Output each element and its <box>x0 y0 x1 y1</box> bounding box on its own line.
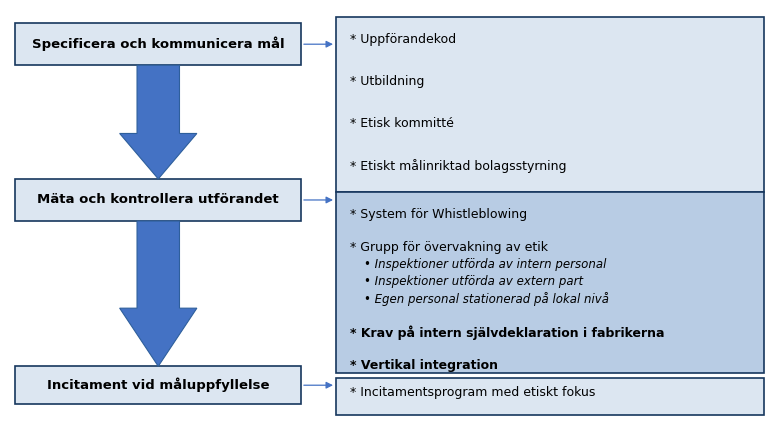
Text: Mäta och kontrollera utförandet: Mäta och kontrollera utförandet <box>38 194 279 206</box>
Text: • Inspektioner utförda av intern personal: • Inspektioner utförda av intern persona… <box>364 258 606 271</box>
Text: * Uppförandekod: * Uppförandekod <box>350 33 455 46</box>
Text: * Incitamentsprogram med etiskt fokus: * Incitamentsprogram med etiskt fokus <box>350 386 595 399</box>
Text: * Etisk kommitté: * Etisk kommitté <box>350 117 454 130</box>
Text: * Krav på intern självdeklaration i fabrikerna: * Krav på intern självdeklaration i fabr… <box>350 325 664 340</box>
Text: * Utbildning: * Utbildning <box>350 75 424 88</box>
FancyBboxPatch shape <box>15 23 301 65</box>
FancyBboxPatch shape <box>336 192 764 373</box>
FancyBboxPatch shape <box>336 17 764 192</box>
FancyBboxPatch shape <box>336 378 764 415</box>
Polygon shape <box>120 65 197 179</box>
Text: * Grupp för övervakning av etik: * Grupp för övervakning av etik <box>350 241 547 254</box>
Text: * Etiskt målinriktad bolagsstyrning: * Etiskt målinriktad bolagsstyrning <box>350 159 566 173</box>
Text: • Egen personal stationerad på lokal nivå: • Egen personal stationerad på lokal niv… <box>364 292 608 306</box>
Text: • Inspektioner utförda av extern part: • Inspektioner utförda av extern part <box>364 275 583 288</box>
Text: * System för Whistleblowing: * System för Whistleblowing <box>350 208 527 221</box>
Text: Incitament vid måluppfyllelse: Incitament vid måluppfyllelse <box>47 378 269 392</box>
Text: Specificera och kommunicera mål: Specificera och kommunicera mål <box>32 37 285 51</box>
FancyBboxPatch shape <box>15 179 301 221</box>
Polygon shape <box>120 221 197 366</box>
FancyBboxPatch shape <box>15 366 301 404</box>
Text: * Vertikal integration: * Vertikal integration <box>350 359 498 372</box>
